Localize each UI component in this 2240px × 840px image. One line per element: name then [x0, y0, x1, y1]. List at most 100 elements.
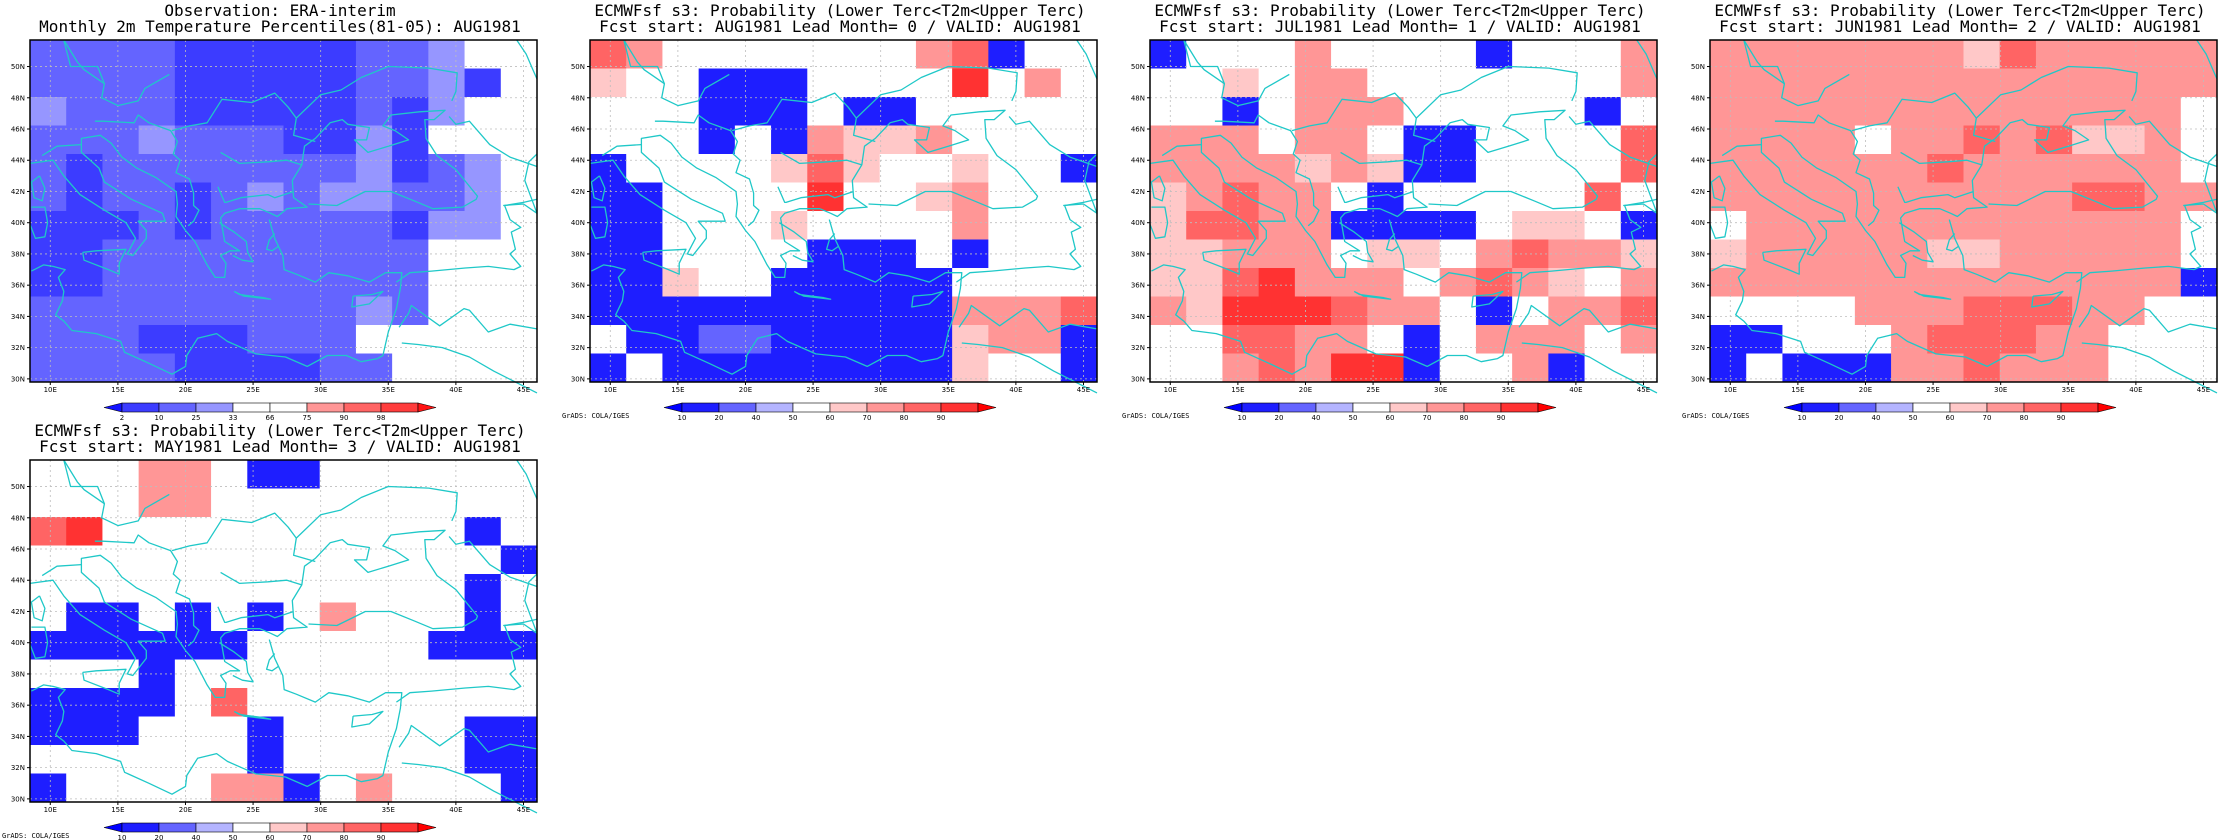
- heatmap-cell: [1548, 353, 1585, 383]
- heatmap-cell: [392, 154, 429, 183]
- heatmap-cell: [66, 773, 103, 803]
- heatmap-cell: [1999, 125, 2037, 155]
- heatmap-cell: [1782, 68, 1820, 98]
- heatmap-cell: [428, 688, 465, 717]
- x-tick-label: 15E: [1231, 386, 1244, 394]
- heatmap-cell: [355, 211, 393, 240]
- heatmap-cell: [138, 517, 176, 546]
- colorbar-segment: [2060, 402, 2099, 413]
- heatmap-cell: [66, 545, 103, 575]
- coastline: [2078, 304, 2218, 333]
- heatmap-cell: [247, 325, 284, 354]
- heatmap-cell: [1475, 97, 1513, 126]
- heatmap-cell: [952, 40, 989, 69]
- heatmap-cell: [662, 353, 700, 383]
- heatmap-cell: [1222, 125, 1260, 155]
- colorbar-segment: [343, 822, 382, 833]
- heatmap-cell: [102, 325, 140, 354]
- heatmap-cell: [1024, 268, 1062, 297]
- colorbar-label: 20: [715, 414, 724, 420]
- x-tick-label: 15E: [1791, 386, 1804, 394]
- y-tick-label: 36N: [571, 282, 585, 290]
- heatmap-cell: [1818, 268, 1856, 297]
- heatmap-cell: [428, 211, 465, 240]
- heatmap-cell: [319, 574, 357, 603]
- heatmap-cell: [1620, 97, 1658, 126]
- heatmap-cell: [355, 296, 393, 326]
- heatmap-cell: [1710, 353, 1747, 383]
- heatmap-cell: [102, 773, 140, 803]
- heatmap-cell: [2108, 154, 2145, 183]
- coastline: [265, 653, 280, 672]
- heatmap-cell: [879, 182, 917, 212]
- plot-frame: [589, 39, 1098, 383]
- heatmap-cell: [283, 125, 321, 155]
- coastline: [1762, 248, 1807, 275]
- heatmap-cell: [30, 488, 67, 518]
- heatmap-cell: [1403, 325, 1441, 354]
- colorbar-label: 98: [377, 414, 386, 420]
- heatmap-cell: [30, 517, 67, 546]
- heatmap-cell: [283, 325, 321, 354]
- heatmap-cell: [428, 460, 465, 489]
- heatmap-cell: [879, 154, 917, 183]
- heatmap-cell: [1150, 296, 1187, 326]
- colorbar-segment: [121, 402, 160, 413]
- heatmap-cell: [1294, 296, 1332, 326]
- plot-frame: [1149, 39, 1658, 383]
- heatmap-cell: [1584, 154, 1622, 183]
- coastline: [516, 459, 538, 500]
- coastline: [1851, 92, 1996, 143]
- heatmap-cell: [1222, 268, 1260, 297]
- heatmap-cell: [1584, 40, 1622, 69]
- heatmap-cell: [626, 353, 663, 383]
- heatmap-cell: [843, 268, 881, 297]
- heatmap-cell: [1584, 125, 1622, 155]
- colorbar-segment: [1949, 402, 1988, 413]
- heatmap-cell: [626, 68, 663, 98]
- heatmap-cell: [1854, 154, 1892, 183]
- heatmap-cell: [174, 545, 212, 575]
- heatmap-cell: [1475, 211, 1513, 240]
- heatmap-cell: [1999, 268, 2037, 297]
- coastline: [1151, 219, 1523, 375]
- colorbar-segment: [718, 402, 757, 413]
- heatmap-lead3: 10E 15E 20E 25E 30E 35E 40E 45E 30N 32N 34N 36N 38N 4…: [11, 459, 538, 840]
- heatmap-cell: [283, 631, 321, 660]
- heatmap-cell: [1746, 125, 1783, 155]
- heatmap-cell: [211, 545, 248, 575]
- heatmap-cell: [1150, 40, 1187, 69]
- heatmap-cell: [1963, 154, 2001, 183]
- heatmap-cell: [392, 745, 429, 774]
- heatmap-cell: [102, 125, 140, 155]
- heatmap-cell: [1963, 40, 2001, 69]
- heatmap-cell: [319, 325, 357, 354]
- heatmap-cell: [698, 97, 736, 126]
- heatmap-cell: [283, 488, 321, 518]
- heatmap-cell: [428, 353, 465, 383]
- colorbar-segment: [269, 402, 308, 413]
- heatmap-cell: [2180, 325, 2218, 354]
- heatmap-cell: [283, 182, 321, 212]
- heatmap-cell: [2108, 40, 2145, 69]
- heatmap-cell: [590, 296, 627, 326]
- heatmap-cell: [626, 154, 663, 183]
- heatmap-cell: [247, 745, 284, 774]
- x-tick-label: 40E: [2129, 386, 2142, 394]
- y-tick-label: 34N: [571, 313, 585, 321]
- heatmap-cell: [1584, 268, 1622, 297]
- coastline: [1521, 342, 1658, 394]
- coastline: [591, 219, 963, 375]
- heatmap-cell: [211, 325, 248, 354]
- heatmap-cell: [66, 40, 103, 69]
- heatmap-cell: [1331, 40, 1368, 69]
- y-tick-label: 38N: [11, 250, 25, 258]
- heatmap-cell: [428, 268, 465, 297]
- heatmap-cell: [1548, 154, 1585, 183]
- heatmap-cell: [1891, 325, 1928, 354]
- heatmap-cell: [915, 296, 953, 326]
- y-tick-label: 50N: [11, 63, 25, 71]
- heatmap-cell: [1294, 325, 1332, 354]
- heatmap-cell: [1746, 268, 1783, 297]
- heatmap-cell: [1818, 40, 1856, 69]
